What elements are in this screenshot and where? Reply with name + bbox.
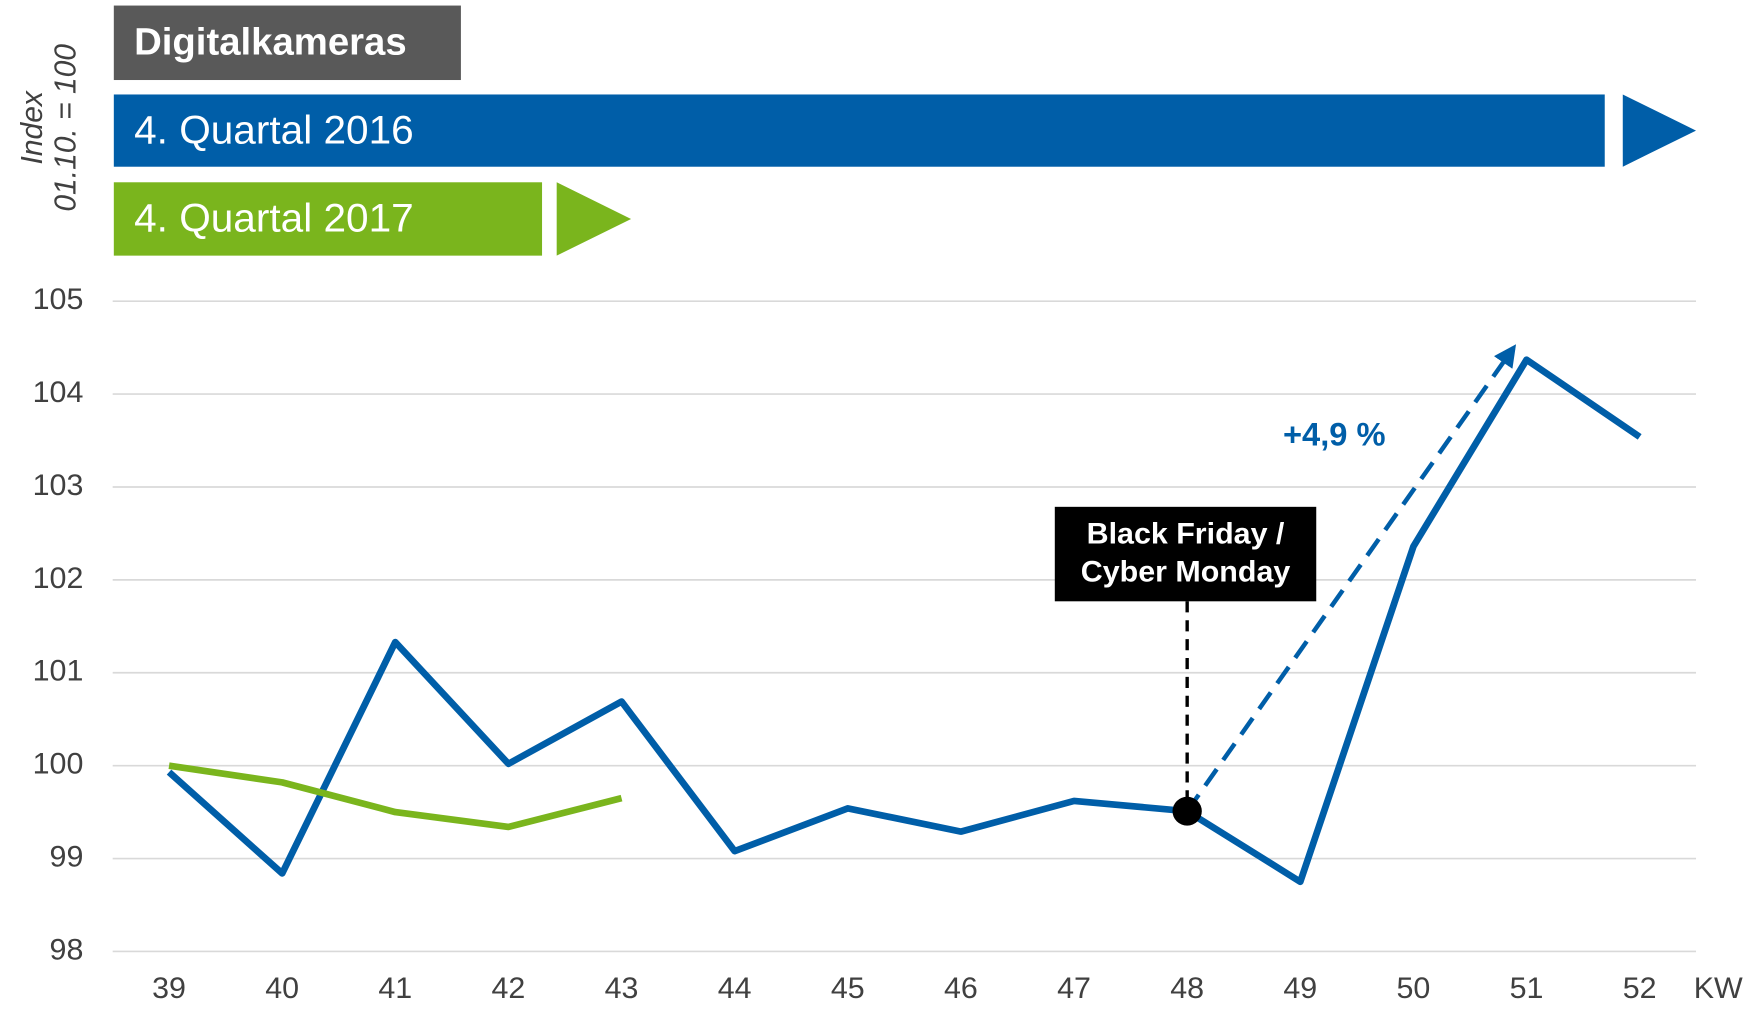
x-tick-label: 46 bbox=[944, 972, 978, 1005]
x-tick-label: 49 bbox=[1283, 972, 1317, 1005]
x-tick-label: 42 bbox=[491, 972, 525, 1005]
y-tick-label: 98 bbox=[50, 934, 84, 967]
x-tick-label: 40 bbox=[265, 972, 299, 1005]
chart-title: Digitalkameras bbox=[134, 22, 407, 64]
x-tick-label: 52 bbox=[1623, 972, 1657, 1005]
annotation: +4,9 % bbox=[1283, 417, 1386, 453]
annotation: Cyber Monday bbox=[1081, 556, 1291, 589]
highlight-point bbox=[1172, 796, 1202, 826]
x-tick-label: 39 bbox=[152, 972, 186, 1005]
x-tick-label: 51 bbox=[1510, 972, 1544, 1005]
x-tick-label: 43 bbox=[605, 972, 639, 1005]
line-series bbox=[168, 762, 623, 831]
annotation: Black Friday / bbox=[1087, 518, 1285, 551]
legend-label: 4. Quartal 2017 bbox=[134, 196, 414, 241]
legend-arrow bbox=[556, 182, 632, 256]
legend-arrow bbox=[1622, 94, 1697, 167]
x-tick-label: 48 bbox=[1170, 972, 1204, 1005]
annotation-box bbox=[1054, 506, 1317, 602]
y-axis-label: 01.10. = 100 bbox=[49, 44, 82, 212]
x-tick-label: 50 bbox=[1397, 972, 1431, 1005]
title-box bbox=[113, 5, 461, 81]
y-tick-label: 105 bbox=[33, 283, 84, 316]
legend-label: 4. Quartal 2016 bbox=[134, 108, 414, 153]
x-tick-label: 45 bbox=[831, 972, 865, 1005]
y-axis-label: Index bbox=[16, 90, 49, 164]
y-tick-label: 103 bbox=[33, 469, 84, 502]
x-tick-label: 41 bbox=[378, 972, 412, 1005]
y-tick-label: 102 bbox=[33, 562, 84, 595]
y-tick-label: 99 bbox=[50, 841, 84, 874]
legend-banner bbox=[113, 94, 1605, 167]
x-axis-label: KW bbox=[1694, 972, 1743, 1005]
line-series bbox=[166, 356, 1642, 886]
x-tick-label: 44 bbox=[718, 972, 752, 1005]
y-tick-label: 104 bbox=[33, 376, 84, 409]
x-tick-label: 47 bbox=[1057, 972, 1091, 1005]
y-tick-label: 101 bbox=[33, 655, 84, 688]
legend-banner bbox=[113, 182, 543, 256]
annotation-arrow bbox=[1185, 344, 1517, 813]
y-tick-label: 100 bbox=[33, 748, 84, 781]
